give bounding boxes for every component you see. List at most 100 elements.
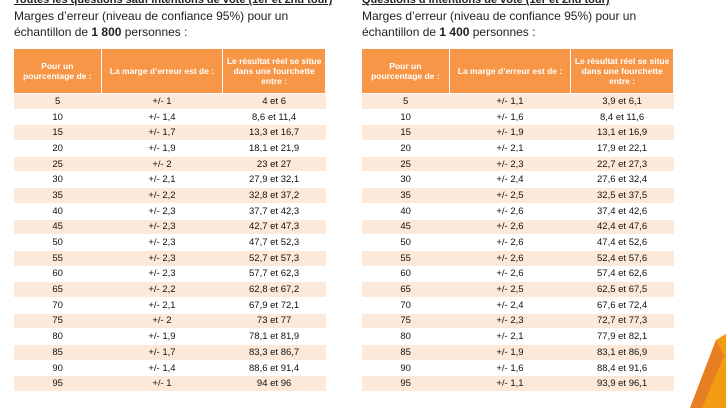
cell: +/- 1,1 (449, 375, 571, 392)
cell: 57,4 et 62,6 (570, 265, 674, 282)
cell: 77,9 et 82,1 (570, 328, 674, 345)
cell: 42,7 et 47,3 (222, 218, 326, 235)
cell: 75 (362, 312, 450, 329)
cell: 32,5 et 37,5 (570, 187, 674, 204)
cell: +/- 2,1 (449, 328, 571, 345)
subtitle-text: personnes : (469, 25, 536, 39)
row: 95 +/- 1 94 et 96 (14, 375, 326, 392)
cell: +/- 1,6 (449, 359, 571, 376)
cell: 40 (14, 202, 102, 219)
cell: 35 (14, 187, 102, 204)
cell: 8,4 et 11,6 (570, 108, 674, 125)
row: 45 +/- 2,6 42,4 et 47,6 (362, 218, 674, 235)
cell: +/- 2,3 (101, 202, 223, 219)
cell: +/- 2,1 (101, 296, 223, 314)
row: 85 +/- 1,9 83,1 et 86,9 (362, 344, 674, 361)
row: 70 +/- 2,4 67,6 et 72,4 (362, 296, 674, 314)
row: 65 +/- 2,2 62,8 et 67,2 (14, 281, 326, 298)
cell: +/- 1,7 (101, 344, 223, 361)
row: 70 +/- 2,1 67,9 et 72,1 (14, 296, 326, 314)
cell: +/- 1,4 (101, 108, 223, 125)
cell: 47,7 et 52,3 (222, 234, 326, 251)
cell: +/- 1,4 (101, 359, 223, 376)
cell: 95 (14, 375, 102, 392)
row: 15 +/- 1,7 13,3 et 16,7 (14, 124, 326, 141)
cell: 45 (14, 218, 102, 235)
cell: 5 (14, 93, 102, 110)
cell: +/- 2,1 (101, 171, 223, 188)
row: 30 +/- 2,4 27,6 et 32,4 (362, 171, 674, 188)
row: 10 +/- 1,4 8,6 et 11,4 (14, 108, 326, 125)
header-row: Pour un pourcentage de : La marge d’erreu… (362, 49, 674, 94)
cell: 93,9 et 96,1 (570, 375, 674, 392)
cell: +/- 1,6 (449, 108, 571, 125)
row: 60 +/- 2,6 57,4 et 62,6 (362, 265, 674, 282)
row: 45 +/- 2,3 42,7 et 47,3 (14, 218, 326, 235)
cell: 30 (362, 171, 450, 188)
row: 20 +/- 2,1 17,9 et 22,1 (362, 140, 674, 157)
cell: 27,6 et 32,4 (570, 171, 674, 188)
row: 25 +/- 2 23 et 27 (14, 155, 326, 172)
cell: 45 (362, 218, 450, 235)
row: 80 +/- 1,9 78,1 et 81,9 (14, 328, 326, 345)
row: 40 +/- 2,3 37,7 et 42,3 (14, 202, 326, 219)
subtitle: Marges d’erreur (niveau de confiance 95%… (14, 8, 314, 40)
cell: 67,6 et 72,4 (570, 296, 674, 314)
cell: 4 et 6 (222, 93, 326, 110)
cell: 95 (362, 375, 450, 392)
right-panel: Questions d’intentions de vote (1er et 2… (362, 0, 674, 392)
header-cell: Le résultat réel se situe dans une fourc… (222, 49, 326, 94)
row: 50 +/- 2,3 47,7 et 52,3 (14, 234, 326, 251)
row: 75 +/- 2,3 72,7 et 77,3 (362, 312, 674, 329)
cell: 32,8 et 37,2 (222, 187, 326, 204)
cell: 80 (362, 328, 450, 345)
cell: 83,1 et 86,9 (570, 344, 674, 361)
cell: +/- 2,6 (449, 234, 571, 251)
cell: 13,3 et 16,7 (222, 124, 326, 141)
row: 65 +/- 2,5 62,5 et 67,5 (362, 281, 674, 298)
cell: 94 et 96 (222, 375, 326, 392)
cell: 60 (362, 265, 450, 282)
row: 15 +/- 1,9 13,1 et 16,9 (362, 124, 674, 141)
cell: +/- 1,1 (449, 93, 571, 110)
subtitle-text: Marges d’erreur (niveau de confiance 95%… (362, 9, 637, 39)
subtitle-bold: 1 800 (91, 25, 122, 39)
table: Pour un pourcentage de : La marge d’erreu… (14, 49, 326, 392)
cell: +/- 2,3 (449, 155, 571, 172)
cell: +/- 2,3 (101, 218, 223, 235)
row: 30 +/- 2,1 27,9 et 32,1 (14, 171, 326, 188)
cell: +/- 2,1 (449, 140, 571, 157)
cell: +/- 2,3 (101, 265, 223, 282)
cell: 57,7 et 62,3 (222, 265, 326, 282)
cell: 55 (14, 249, 102, 267)
cell: 50 (362, 234, 450, 251)
cell: +/- 1,9 (449, 344, 571, 361)
cell: 15 (14, 124, 102, 141)
cell: +/- 1,9 (449, 124, 571, 141)
cell: 80 (14, 328, 102, 345)
row: 20 +/- 1,9 18,1 et 21,9 (14, 140, 326, 157)
row: 5 +/- 1,1 3,9 et 6,1 (362, 93, 674, 110)
cell: 50 (14, 234, 102, 251)
cell: 27,9 et 32,1 (222, 171, 326, 188)
cell: 55 (362, 249, 450, 267)
cell: +/- 2,6 (449, 218, 571, 235)
subtitle-text: Marges d’erreur (niveau de confiance 95%… (14, 9, 289, 39)
cell: 62,8 et 67,2 (222, 281, 326, 298)
cell: 72,7 et 77,3 (570, 312, 674, 329)
cell: +/- 2,5 (449, 187, 571, 204)
header-row: Pour un pourcentage de : La marge d’erreu… (14, 49, 326, 94)
row: 25 +/- 2,3 22,7 et 27,3 (362, 155, 674, 172)
cell: 3,9 et 6,1 (570, 93, 674, 110)
cell: 42,4 et 47,6 (570, 218, 674, 235)
cell: +/- 2 (101, 155, 223, 172)
cell: 52,4 et 57,6 (570, 249, 674, 267)
cell: +/- 2,3 (101, 234, 223, 251)
cell: 90 (362, 359, 450, 376)
cell: 20 (14, 140, 102, 157)
cell: 85 (14, 344, 102, 361)
cell: 37,7 et 42,3 (222, 202, 326, 219)
row: 85 +/- 1,7 83,3 et 86,7 (14, 344, 326, 361)
cell: +/- 1 (101, 93, 223, 110)
